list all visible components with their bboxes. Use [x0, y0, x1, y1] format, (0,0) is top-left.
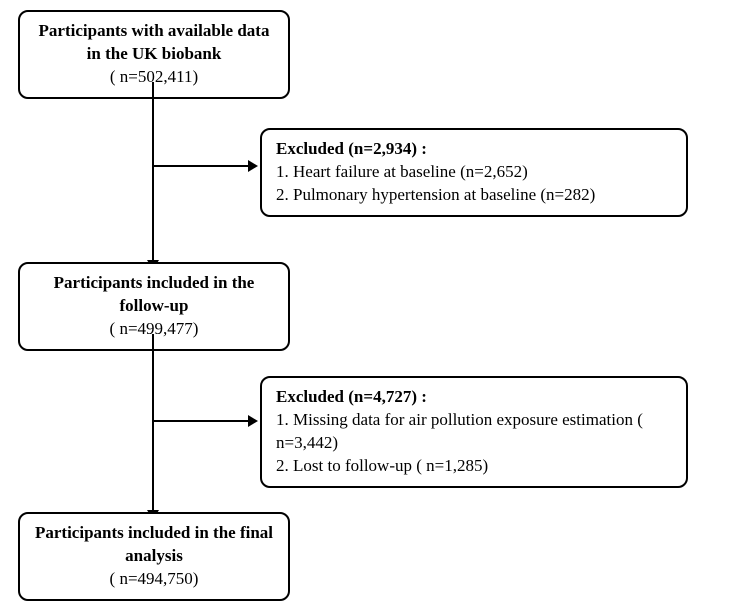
box5-count: ( n=494,750): [34, 568, 274, 591]
arrow-horizontal-2: [152, 420, 250, 422]
arrow-head-right-1: [248, 160, 258, 172]
arrow-vertical-1: [152, 82, 154, 262]
box2-line2: 2. Pulmonary hypertension at baseline (n…: [276, 184, 672, 207]
box-excluded-2: Excluded (n=4,727) : 1. Missing data for…: [260, 376, 688, 488]
box-final-analysis: Participants included in the final analy…: [18, 512, 290, 601]
box2-line1: 1. Heart failure at baseline (n=2,652): [276, 161, 672, 184]
arrow-vertical-2: [152, 334, 154, 512]
arrow-head-right-2: [248, 415, 258, 427]
box5-title: Participants included in the final analy…: [34, 522, 274, 568]
box-initial-participants: Participants with available data in the …: [18, 10, 290, 99]
box4-line1: 1. Missing data for air pollution exposu…: [276, 409, 672, 455]
box3-title: Participants included in the follow-up: [34, 272, 274, 318]
box3-count: ( n=499,477): [34, 318, 274, 341]
flowchart-container: Participants with available data in the …: [0, 0, 748, 589]
box4-line2: 2. Lost to follow-up ( n=1,285): [276, 455, 672, 478]
box-excluded-1: Excluded (n=2,934) : 1. Heart failure at…: [260, 128, 688, 217]
box2-title: Excluded (n=2,934) :: [276, 138, 672, 161]
box-followup-participants: Participants included in the follow-up (…: [18, 262, 290, 351]
box1-count: ( n=502,411): [34, 66, 274, 89]
box4-title: Excluded (n=4,727) :: [276, 386, 672, 409]
arrow-horizontal-1: [152, 165, 250, 167]
box1-title: Participants with available data in the …: [34, 20, 274, 66]
